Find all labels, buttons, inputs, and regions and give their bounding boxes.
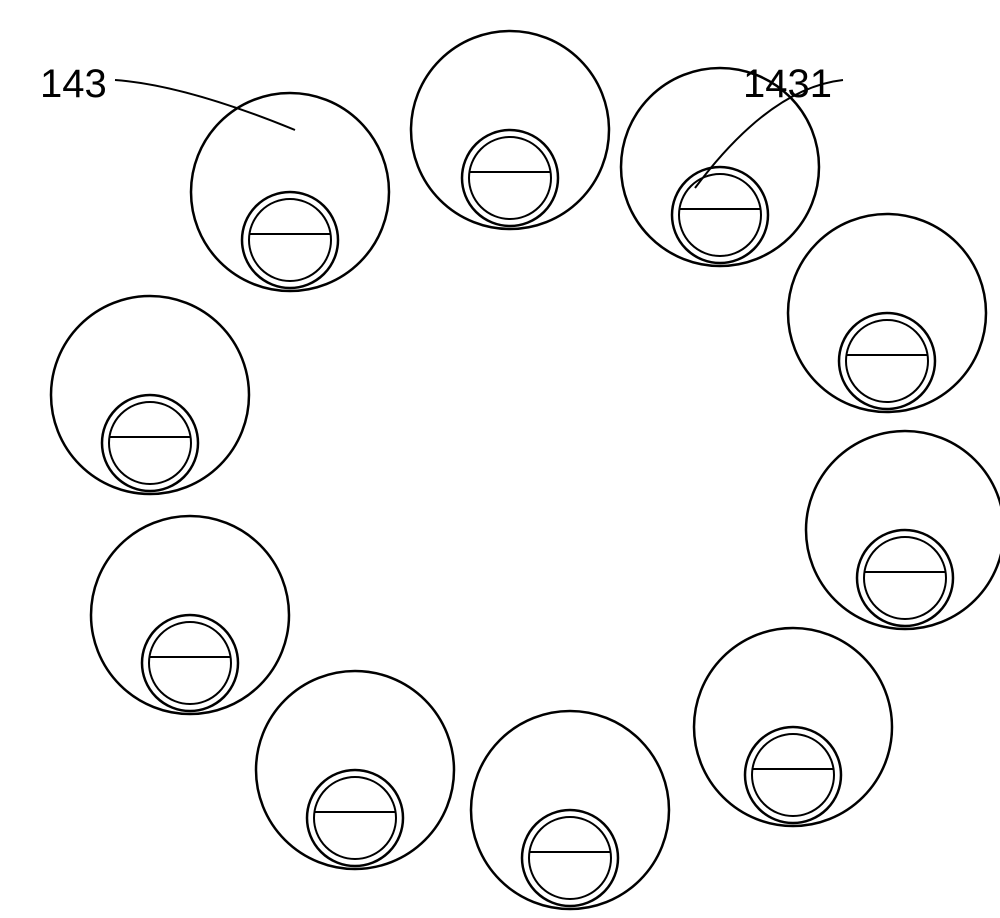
inner-inner-ring <box>249 199 331 281</box>
label-143: 143 <box>40 62 107 107</box>
inner-inner-ring <box>314 777 396 859</box>
inner-inner-ring <box>752 734 834 816</box>
node-4 <box>694 628 892 826</box>
node-7 <box>91 516 289 714</box>
label-1431: 1431 <box>743 62 832 107</box>
inner-inner-ring <box>529 817 611 899</box>
node-3 <box>806 431 1000 629</box>
node-8 <box>51 296 249 494</box>
node-9 <box>191 93 389 291</box>
node-2 <box>788 214 986 412</box>
inner-inner-ring <box>864 537 946 619</box>
inner-inner-ring <box>149 622 231 704</box>
inner-inner-ring <box>109 402 191 484</box>
circular-array-diagram <box>0 0 1000 918</box>
node-6 <box>256 671 454 869</box>
inner-inner-ring <box>846 320 928 402</box>
node-5 <box>471 711 669 909</box>
inner-inner-ring <box>469 137 551 219</box>
node-0 <box>411 31 609 229</box>
inner-inner-ring <box>679 174 761 256</box>
